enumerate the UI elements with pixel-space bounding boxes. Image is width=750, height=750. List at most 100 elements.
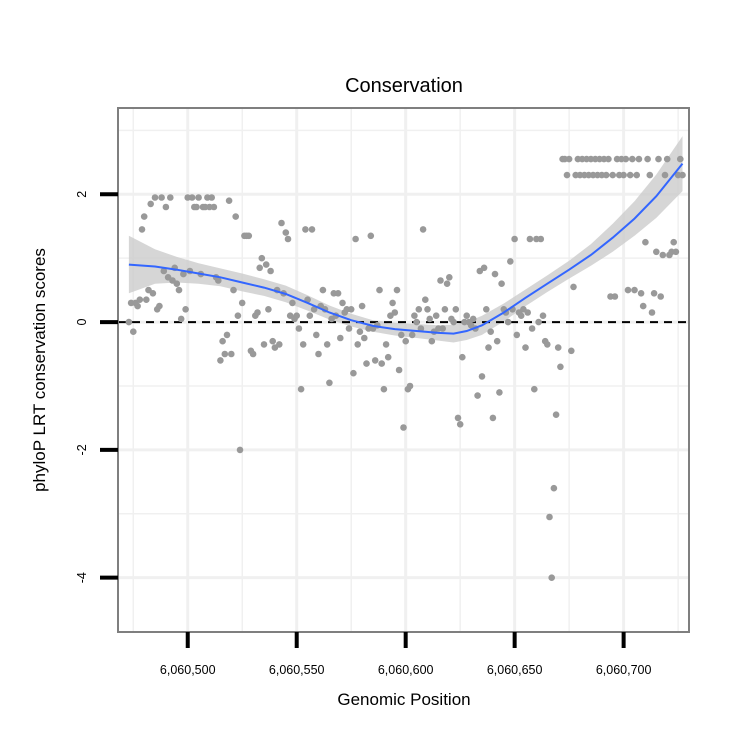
data-point bbox=[498, 280, 505, 288]
data-point bbox=[406, 382, 414, 390]
data-point bbox=[350, 369, 357, 377]
data-point bbox=[655, 155, 662, 163]
data-point bbox=[382, 341, 390, 348]
data-point bbox=[415, 306, 423, 313]
data-point bbox=[563, 171, 571, 179]
data-point bbox=[411, 312, 418, 320]
data-point bbox=[441, 306, 449, 313]
data-point bbox=[158, 194, 165, 201]
data-point bbox=[180, 270, 187, 278]
data-point bbox=[554, 344, 562, 351]
data-point bbox=[570, 283, 577, 291]
data-point bbox=[546, 513, 553, 521]
data-point bbox=[389, 299, 396, 307]
data-point bbox=[284, 235, 292, 243]
data-point bbox=[646, 171, 654, 179]
y-tick-label: -2 bbox=[75, 444, 89, 455]
data-point bbox=[310, 306, 318, 313]
data-point bbox=[611, 293, 619, 300]
data-point bbox=[450, 318, 457, 326]
data-point bbox=[637, 290, 645, 297]
data-point bbox=[308, 226, 316, 233]
x-tick-label: 6,060,550 bbox=[269, 663, 325, 677]
data-point bbox=[217, 357, 224, 364]
data-point bbox=[531, 385, 538, 393]
data-point bbox=[424, 306, 431, 313]
data-point bbox=[319, 286, 327, 294]
data-point bbox=[528, 325, 536, 332]
data-point bbox=[432, 312, 440, 320]
data-point bbox=[315, 350, 322, 358]
data-point bbox=[648, 309, 656, 316]
data-point bbox=[162, 203, 170, 211]
data-point bbox=[367, 232, 375, 240]
x-axis: 6,060,500 6,060,550 6,060,600 6,060,650 6,06… bbox=[160, 632, 652, 677]
data-point bbox=[258, 254, 266, 262]
data-point bbox=[393, 286, 401, 294]
data-point bbox=[138, 226, 146, 233]
confidence-band bbox=[128, 136, 683, 343]
data-point bbox=[371, 357, 379, 364]
data-point bbox=[507, 258, 514, 265]
data-point bbox=[151, 194, 159, 201]
data-point bbox=[539, 312, 547, 320]
data-point bbox=[491, 270, 499, 278]
data-point bbox=[221, 350, 229, 358]
data-point bbox=[485, 344, 492, 351]
data-point bbox=[347, 306, 355, 313]
smooth-line-group bbox=[128, 162, 684, 335]
data-point bbox=[398, 331, 405, 339]
data-point bbox=[230, 286, 237, 294]
data-point bbox=[677, 155, 684, 163]
data-point bbox=[238, 299, 246, 307]
data-point bbox=[526, 235, 534, 243]
data-point bbox=[260, 341, 268, 348]
smooth-line bbox=[128, 162, 684, 335]
data-point bbox=[659, 251, 667, 259]
data-point bbox=[326, 379, 333, 387]
data-point bbox=[489, 414, 497, 422]
data-point bbox=[352, 235, 359, 243]
data-point bbox=[245, 232, 253, 240]
data-point bbox=[295, 325, 303, 332]
data-point bbox=[446, 274, 453, 281]
points bbox=[125, 155, 686, 581]
y-tick-label: 2 bbox=[75, 191, 89, 198]
data-point bbox=[173, 280, 181, 288]
data-point bbox=[517, 312, 525, 320]
data-point bbox=[419, 226, 427, 233]
data-point bbox=[276, 341, 283, 348]
data-point bbox=[376, 286, 383, 294]
data-point bbox=[552, 411, 560, 419]
data-point bbox=[354, 341, 362, 348]
data-point bbox=[679, 171, 686, 179]
data-point bbox=[443, 280, 451, 288]
data-point bbox=[483, 306, 490, 313]
data-point bbox=[219, 337, 226, 345]
data-point bbox=[323, 341, 331, 348]
x-tick-label: 6,060,700 bbox=[596, 663, 652, 677]
data-point bbox=[459, 353, 466, 361]
data-point bbox=[629, 155, 636, 163]
data-point bbox=[378, 360, 386, 367]
data-point bbox=[302, 226, 309, 233]
data-point bbox=[289, 299, 296, 307]
data-point bbox=[167, 194, 174, 201]
data-point bbox=[620, 171, 627, 179]
x-axis-label: Genomic Position bbox=[337, 690, 470, 709]
x-tick-label: 6,060,650 bbox=[487, 663, 543, 677]
data-point bbox=[428, 337, 436, 345]
data-point bbox=[631, 286, 638, 294]
data-point bbox=[182, 306, 189, 313]
y-tick-label: 0 bbox=[75, 319, 89, 326]
data-point bbox=[278, 219, 285, 227]
data-point bbox=[426, 315, 434, 323]
data-point bbox=[568, 347, 575, 355]
data-point bbox=[657, 293, 664, 300]
data-point bbox=[624, 286, 632, 294]
data-point bbox=[513, 331, 521, 339]
data-point bbox=[474, 392, 481, 399]
confidence-band-area bbox=[128, 136, 683, 343]
data-point bbox=[160, 267, 168, 275]
